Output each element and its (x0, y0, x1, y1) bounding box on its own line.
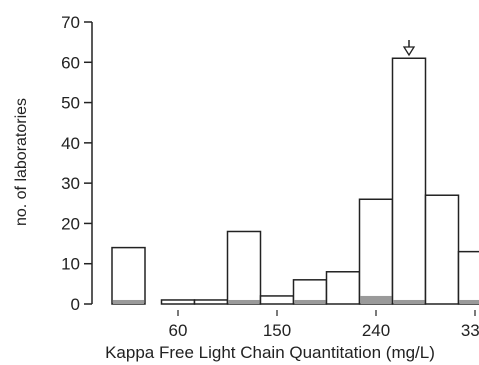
y-tick-label: 60 (61, 53, 80, 72)
histogram-bar (259, 295, 295, 305)
bar-outline (226, 230, 262, 305)
bar-outline (111, 246, 146, 305)
x-tick-label: 330 (461, 321, 479, 340)
bar-outline (325, 271, 361, 305)
x-tick-label: 240 (362, 321, 390, 340)
bar-subset-fill (294, 299, 326, 304)
bar-outline (160, 299, 196, 305)
y-tick-label: 40 (61, 134, 80, 153)
bar-subset-fill (113, 299, 144, 304)
bar-outline (358, 198, 394, 305)
histogram-bars (111, 57, 479, 305)
histogram-bar (424, 194, 460, 305)
histogram-bar (111, 246, 146, 305)
x-axis: 60150240330420 (169, 310, 479, 340)
histogram-bar (160, 299, 196, 305)
histogram-bar (292, 279, 328, 305)
bar-outline (457, 250, 479, 305)
histogram-bar (226, 230, 262, 305)
target-arrow-marker (402, 40, 416, 57)
histogram-bar (457, 250, 479, 305)
y-tick-label: 10 (61, 255, 80, 274)
bar-outline (259, 295, 295, 305)
y-axis-label: no. of laboratories (13, 98, 30, 226)
histogram-bar (193, 299, 229, 305)
x-axis-label: Kappa Free Light Chain Quantitation (mg/… (105, 343, 435, 362)
y-tick-label: 30 (61, 174, 80, 193)
histogram-bar (391, 57, 427, 305)
x-tick-label: 150 (263, 321, 291, 340)
bar-subset-fill (459, 299, 479, 304)
x-tick-label: 60 (169, 321, 188, 340)
y-axis: 0 10 20 30 40 50 60 70 (61, 13, 93, 314)
y-tick-label: 0 (71, 295, 80, 314)
bar-outline (193, 299, 229, 305)
y-tick-label: 70 (61, 13, 80, 32)
bar-subset-fill (393, 299, 425, 304)
bar-subset-fill (360, 295, 392, 304)
bar-outline (424, 194, 460, 305)
arrow-down-icon (402, 46, 416, 57)
histogram-bar (358, 198, 394, 305)
y-tick-label: 20 (61, 214, 80, 233)
bar-subset-fill (228, 299, 260, 304)
histogram-bar (325, 271, 361, 305)
bar-outline (391, 57, 427, 305)
y-tick-label: 50 (61, 94, 80, 113)
